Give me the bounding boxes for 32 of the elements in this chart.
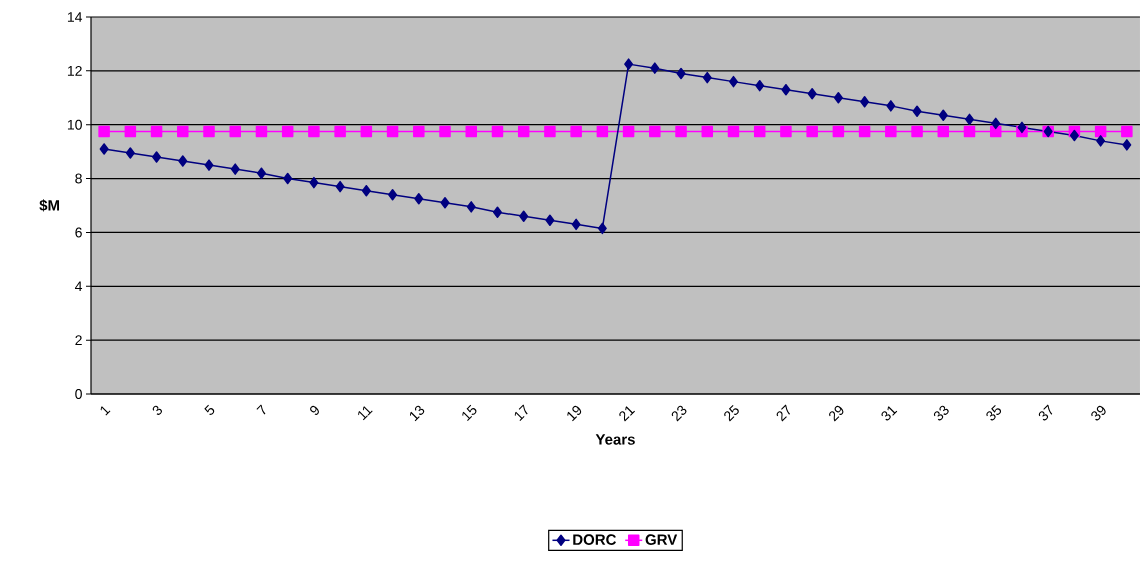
y-tick-label: 8 xyxy=(75,173,82,184)
x-tick-label: 23 xyxy=(671,405,687,422)
x-tick-label: 13 xyxy=(409,405,425,422)
y-tick-label: 4 xyxy=(75,281,83,292)
x-tick-label: 1 xyxy=(100,406,111,416)
x-tick-label: 3 xyxy=(152,405,163,415)
x-tick-label: 35 xyxy=(986,404,1002,421)
x-tick-label: 37 xyxy=(1038,404,1053,421)
x-tick-label: 25 xyxy=(724,404,739,422)
x-axis-title: Years xyxy=(595,434,635,445)
legend-label: DORC xyxy=(573,534,617,545)
x-tick-label: 9 xyxy=(310,405,319,415)
y-tick-label: 12 xyxy=(67,65,82,76)
x-tick-label: 29 xyxy=(829,405,844,422)
legend-label: GRV xyxy=(645,534,678,545)
x-tick-label: 39 xyxy=(1091,405,1106,421)
y-tick-label: 6 xyxy=(75,227,82,238)
y-tick-label: 2 xyxy=(75,335,82,346)
x-tick-label: 27 xyxy=(776,404,791,422)
x-tick-label: 19 xyxy=(567,405,582,422)
x-tick-label: 15 xyxy=(462,404,477,422)
x-tick-label: 21 xyxy=(619,406,636,422)
y-axis-title: $M xyxy=(39,199,60,212)
y-tick-label: 10 xyxy=(67,119,82,130)
x-tick-label: 11 xyxy=(358,406,373,421)
x-tick-label: 33 xyxy=(933,405,949,421)
y-tick-label: 14 xyxy=(67,12,83,22)
x-tick-label: 31 xyxy=(881,406,898,421)
x-tick-label: 17 xyxy=(514,404,528,422)
y-tick-label: 0 xyxy=(75,389,82,399)
x-tick-label: 7 xyxy=(256,404,266,415)
x-tick-label: 5 xyxy=(204,404,215,415)
